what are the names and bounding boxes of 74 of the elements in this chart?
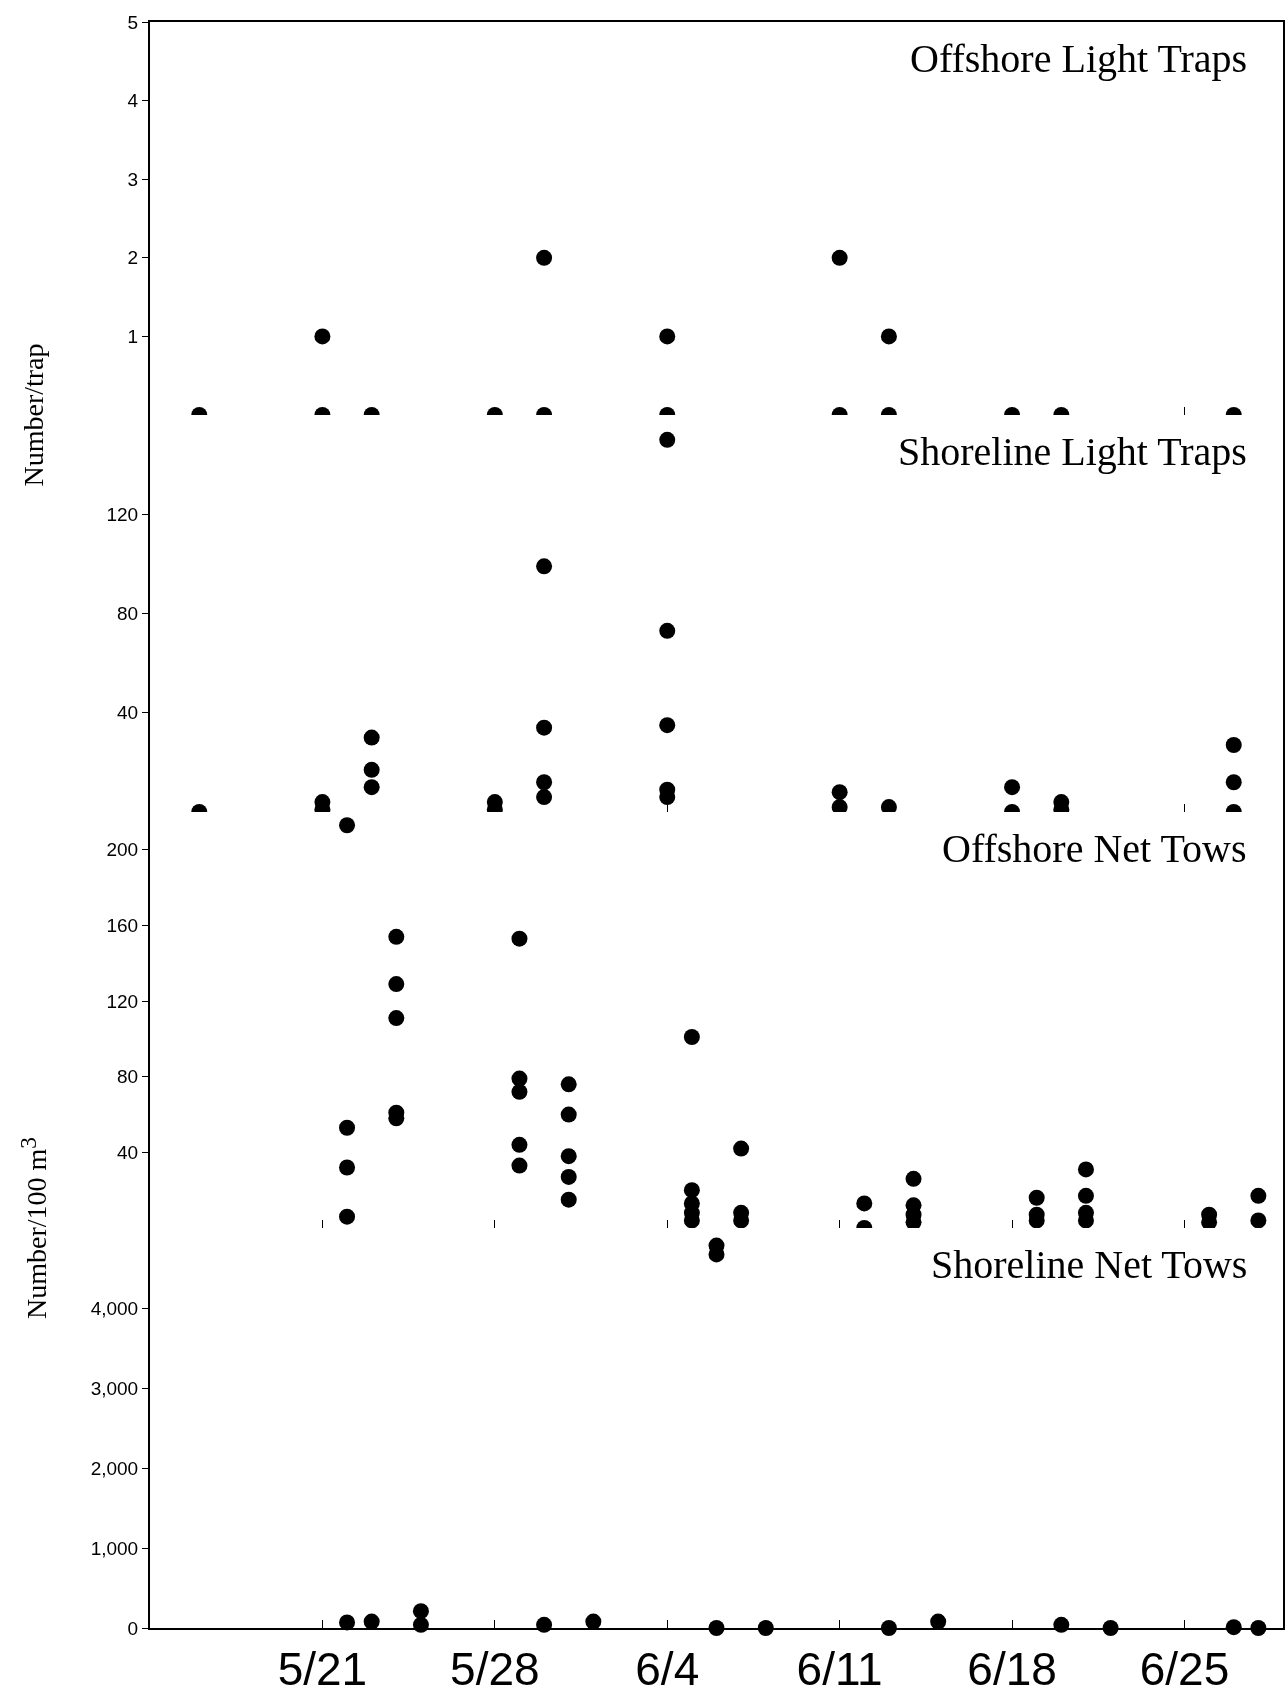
point: [560, 1148, 577, 1165]
y-tick-label: 1: [127, 326, 139, 348]
point: [363, 729, 380, 746]
point: [388, 1010, 405, 1027]
x-tick-label: 6/4: [635, 1643, 700, 1696]
point: [683, 1182, 700, 1199]
y-tick-label: 4: [127, 90, 139, 112]
point: [412, 1603, 429, 1620]
y-tick-label: 80: [117, 1066, 139, 1088]
point: [1250, 1212, 1267, 1228]
y-tick-label: 160: [106, 915, 139, 937]
point: [536, 719, 553, 736]
x-tick-label: 6/18: [967, 1643, 1057, 1696]
point: [659, 431, 676, 448]
point: [536, 789, 553, 806]
y-axis-title: Number/trap: [18, 343, 50, 487]
point: [388, 928, 405, 945]
y-tick-label: 5: [127, 11, 139, 33]
y-tick-label: 2: [127, 247, 139, 269]
point: [560, 1168, 577, 1185]
point: [905, 1170, 922, 1187]
point: [339, 817, 356, 834]
point: [511, 1083, 528, 1100]
y-tick-label: 120: [106, 503, 139, 525]
point: [659, 717, 676, 734]
y-tick-label: 200: [106, 839, 139, 861]
y-tick-label: 0: [127, 1617, 139, 1639]
chart-title: Shoreline Light Traps: [898, 429, 1247, 474]
point: [1077, 1187, 1094, 1204]
point: [560, 1191, 577, 1208]
y-tick-label: 40: [117, 1142, 139, 1164]
chart-title: Offshore Light Traps: [910, 36, 1248, 81]
chart-title: Shoreline Net Tows: [931, 1242, 1248, 1287]
y-tick-label: 4,000: [90, 1297, 139, 1319]
x-tick-label: 6/25: [1139, 1643, 1230, 1696]
point: [536, 774, 553, 791]
point: [1225, 774, 1242, 791]
point: [585, 1613, 602, 1630]
y-tick-label: 120: [106, 990, 139, 1012]
point: [831, 784, 848, 801]
point: [511, 1157, 528, 1174]
point: [733, 1140, 750, 1157]
y-tick-label: 2,000: [90, 1457, 139, 1479]
y-tick-label: 1,000: [90, 1537, 139, 1559]
point: [856, 1195, 873, 1212]
point: [339, 1208, 356, 1225]
point: [511, 930, 528, 947]
point: [339, 1614, 356, 1631]
point: [363, 779, 380, 796]
point: [511, 1136, 528, 1153]
point: [930, 1613, 947, 1630]
point: [363, 761, 380, 778]
y-tick-label: 80: [117, 603, 139, 625]
point: [1004, 779, 1021, 796]
y-tick-label: 3,000: [90, 1377, 139, 1399]
point: [1077, 1161, 1094, 1178]
y-tick-label: 40: [117, 702, 139, 724]
point: [659, 622, 676, 639]
point: [363, 1613, 380, 1630]
point: [388, 976, 405, 993]
point: [560, 1106, 577, 1123]
point: [339, 1119, 356, 1136]
x-tick-label: 5/21: [277, 1643, 368, 1696]
chart-title: Offshore Net Tows: [942, 826, 1247, 871]
point: [683, 1029, 700, 1046]
y-tick-label: 3: [127, 168, 139, 190]
x-tick-label: 5/28: [450, 1643, 540, 1696]
point: [1028, 1189, 1045, 1206]
point: [1225, 737, 1242, 753]
point: [339, 1159, 356, 1176]
point: [560, 1076, 577, 1093]
point: [536, 558, 553, 575]
point: [1250, 1187, 1267, 1204]
x-tick-label: 6/11: [796, 1643, 883, 1696]
